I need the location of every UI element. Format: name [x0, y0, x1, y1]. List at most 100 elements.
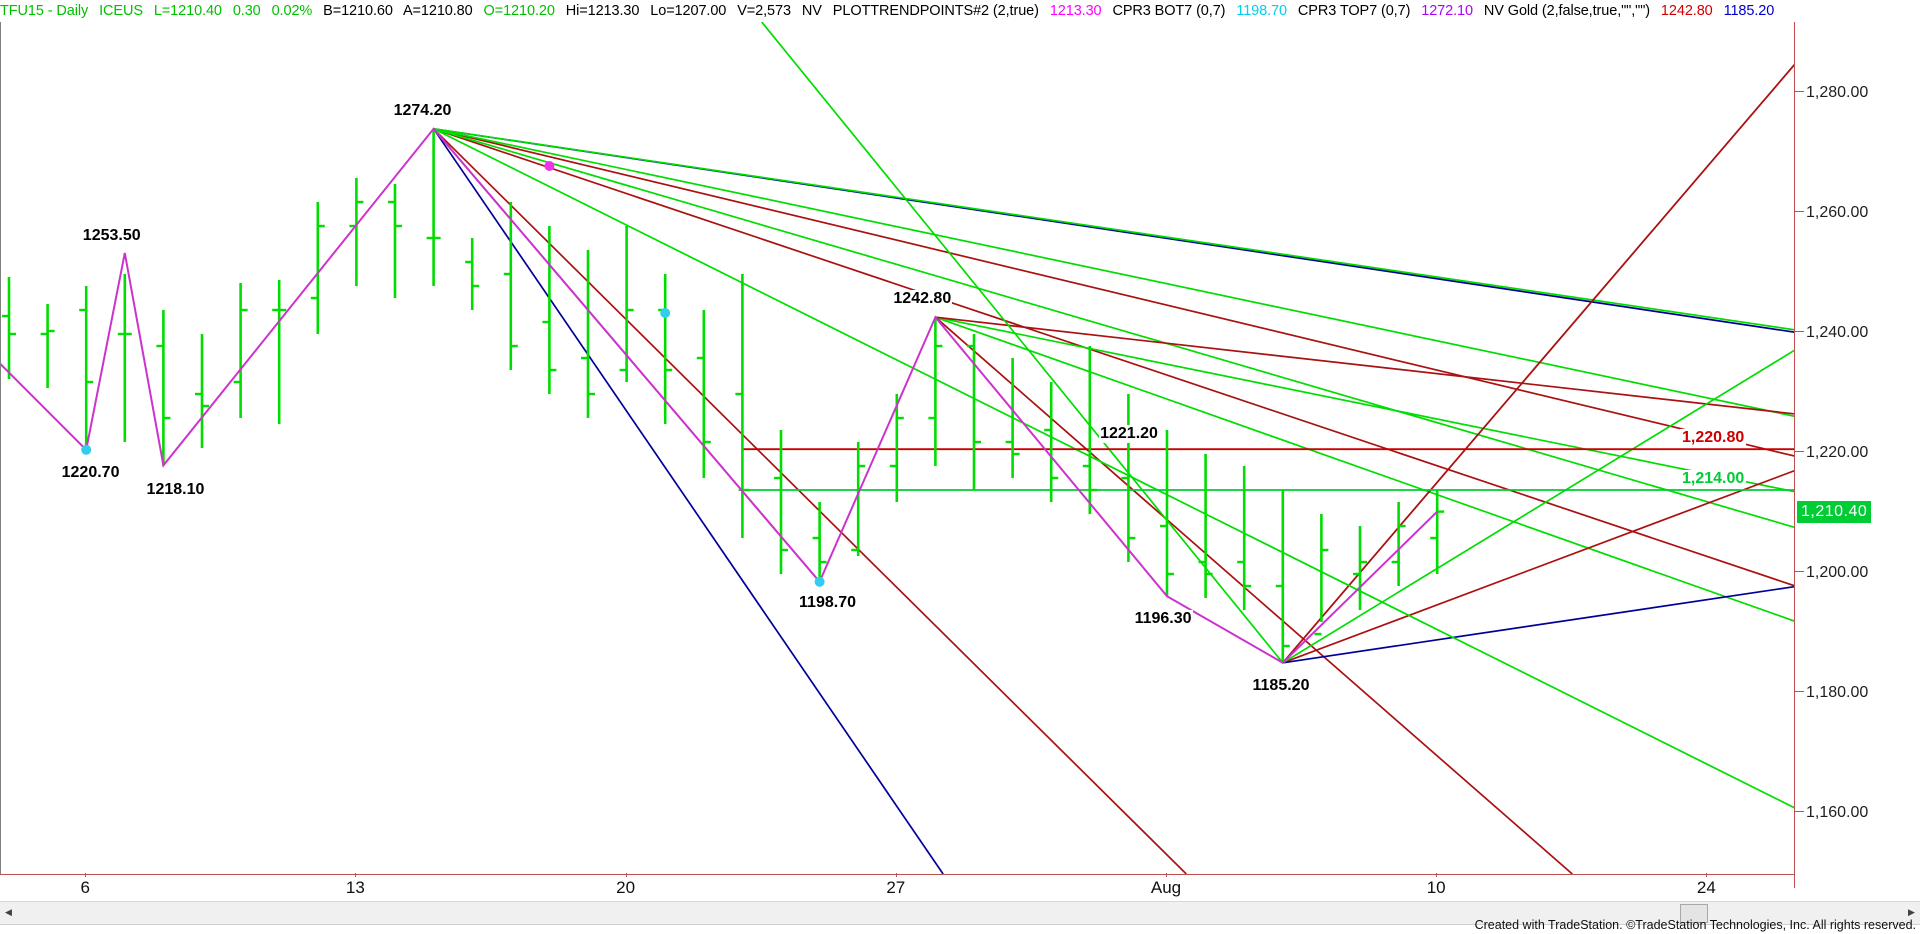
status-indicator-3-value: 1272.10 [1421, 3, 1473, 19]
date-axis-tick-label: 24 [1696, 878, 1716, 897]
ohlc-bar [1121, 394, 1136, 562]
fan-1274-green-1 [433, 127, 1795, 418]
price-axis-tick-label: 1,160.00 [1806, 804, 1869, 821]
ohlc-bar [928, 317, 943, 466]
channel-green-lower [433, 128, 1795, 810]
status-indicator-4-value-1: 1242.80 [1660, 3, 1713, 19]
price-axis-tick: 1,160.00 [1795, 804, 1868, 822]
pivot-price-label: 1196.30 [1133, 610, 1193, 629]
date-axis-tickmark [625, 873, 627, 877]
pivot-dot [814, 576, 825, 587]
ohlc-bar [233, 283, 248, 418]
pivot-price-label: 1218.10 [145, 481, 206, 500]
fan-1185-green-up [1282, 348, 1795, 664]
price-axis-tick-label: 1,220.00 [1806, 444, 1869, 461]
status-high: Hi=1213.30 [565, 3, 640, 19]
ohlc-bar [156, 310, 171, 466]
fan-1274-blue-0 [433, 127, 1795, 334]
ohlc-bar [1160, 430, 1174, 597]
fan-1242-green-1 [935, 316, 1795, 623]
date-axis-tick-label: 13 [345, 878, 365, 897]
ohlc-bar [195, 334, 209, 448]
price-axis-tick: 1,260.00 [1795, 204, 1868, 222]
pivot-dot [81, 444, 92, 455]
status-indicator-1-name: PLOTTRENDPOINTS#2 (2,true) [832, 3, 1039, 19]
pivot-price-label: 1253.50 [81, 227, 142, 245]
status-change: 0.30 [232, 3, 261, 19]
fan-1274-red-0 [433, 127, 1795, 458]
ohlc-bar [889, 394, 904, 502]
ohlc-bar [581, 250, 595, 418]
ohlc-bar [851, 442, 866, 556]
price-axis-tick-label: 1,200.00 [1806, 564, 1869, 581]
pivot-price-label: 1274.20 [392, 101, 453, 120]
ohlc-bar [310, 202, 325, 334]
date-axis-tick-label: 6 [80, 878, 90, 897]
tick-mark-icon [1795, 211, 1804, 213]
scroll-right-arrow[interactable]: ▶ [1903, 902, 1920, 923]
ohlc-bar [272, 280, 287, 424]
date-axis-tick-label: 20 [616, 878, 636, 897]
tick-mark-icon [1795, 91, 1804, 93]
tick-mark-icon [1795, 691, 1804, 693]
horizontal-scrollbar[interactable]: ◀ ▶ [0, 901, 1920, 925]
fan-1185-blue-up [1282, 585, 1795, 664]
date-axis-line [0, 874, 1795, 875]
chart-status-bar: TFU15 - Daily ICEUS L=1210.40 0.30 0.02%… [0, 0, 1920, 22]
ohlc-bar [542, 226, 557, 394]
status-exchange: ICEUS [99, 3, 143, 19]
ohlc-bar [1275, 490, 1290, 663]
pivot-price-label: 1198.70 [798, 593, 857, 612]
status-indicator-1-value: 1213.30 [1049, 3, 1102, 19]
date-axis-tickmark [1166, 873, 1167, 877]
status-last: L=1210.40 [153, 3, 222, 19]
pivot-price-label: 1221.20 [1099, 424, 1159, 443]
ohlc-bar [1237, 466, 1252, 610]
status-indicator-3-name: CPR3 TOP7 (0,7) [1297, 3, 1411, 19]
fan-1185-red-up [1282, 469, 1795, 664]
pivot-price-label: 1220.70 [60, 463, 121, 482]
fan-1274-green-0 [433, 127, 1795, 331]
price-axis-tick: 1,220.00 [1795, 444, 1868, 462]
last-price-tag: 1,210.40 [1797, 500, 1872, 523]
price-axis-tick: 1,200.00 [1795, 564, 1868, 582]
price-axis-tick-label: 1,280.00 [1806, 84, 1869, 101]
price-axis-tick: 1,240.00 [1795, 324, 1868, 342]
scrollbar-thumb[interactable] [1680, 904, 1708, 923]
fan-1185-green-backup [761, 22, 1284, 664]
price-axis[interactable]: 1,280.00 1,260.00 1,240.00 1,220.00 1,200.00… [1795, 22, 1920, 888]
pivot-dot [544, 161, 555, 171]
tick-mark-icon [1795, 571, 1804, 573]
status-indicator-2-value: 1198.70 [1236, 3, 1287, 19]
ohlc-bar [1198, 454, 1213, 598]
status-symbol: TFU15 - Daily [0, 3, 89, 19]
ohlc-bar [735, 274, 750, 538]
status-volume: V=2,573 [737, 3, 791, 19]
status-open: O=1210.20 [483, 3, 555, 19]
date-axis-tickmark [85, 873, 87, 877]
fan-1274-red-steep [433, 128, 1187, 874]
pivot-dot [660, 308, 671, 318]
fan-1185-red-up-steep [1282, 62, 1795, 664]
fan-1274-green-2 [433, 127, 1795, 529]
ohlc-bar [465, 238, 480, 310]
date-axis[interactable]: 6132027Aug102431 [0, 873, 1795, 902]
ohlc-bar [967, 334, 981, 490]
pivot-price-label: 1242.80 [892, 290, 953, 309]
tick-mark-icon [1795, 811, 1804, 813]
date-axis-tickmark [1436, 873, 1438, 877]
copyright-notice: Created with TradeStation. ©TradeStation… [1474, 918, 1916, 932]
ohlc-bar [1430, 490, 1445, 574]
price-axis-tick: 1,180.00 [1795, 684, 1868, 702]
zigzag-line [1, 127, 1438, 665]
status-nv: NV [801, 3, 822, 19]
ohlc-bar [117, 274, 132, 442]
date-axis-tickmark [355, 873, 357, 877]
fan-1242-green-0 [935, 316, 1795, 493]
chart-canvas [1, 22, 1795, 874]
ohlc-bar [1082, 346, 1097, 514]
scroll-left-arrow[interactable]: ◀ [0, 902, 17, 923]
chart-plot-area[interactable] [0, 22, 1795, 874]
ohlc-bar [1353, 526, 1367, 610]
